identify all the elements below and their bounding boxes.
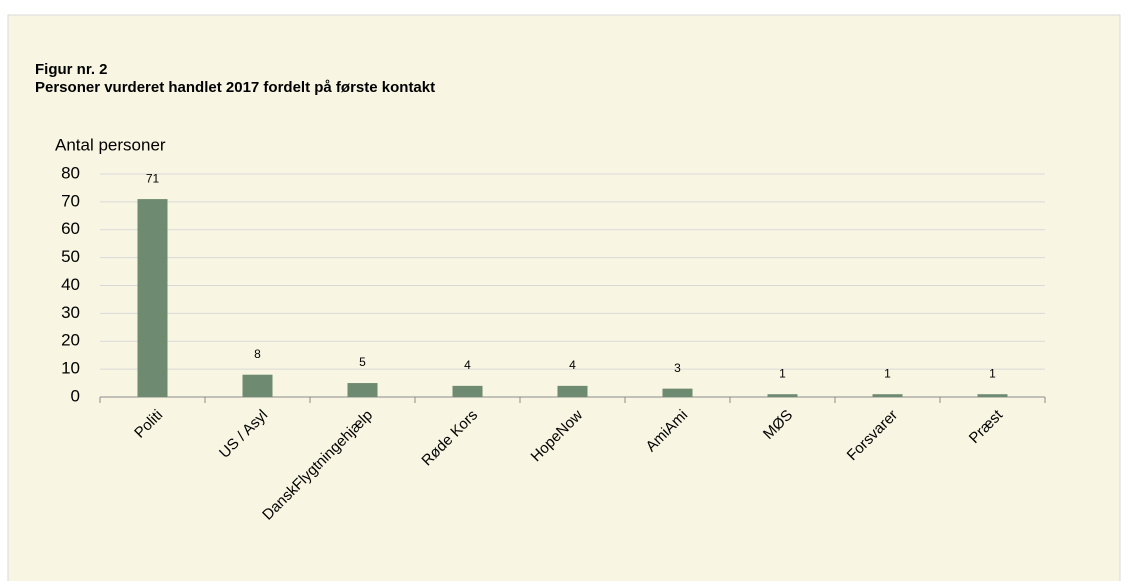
y-tick-label: 50 <box>61 247 80 266</box>
bar <box>452 385 483 397</box>
y-tick-label: 10 <box>61 359 80 378</box>
data-label: 1 <box>779 366 786 380</box>
chart-panel <box>7 14 1121 581</box>
y-tick-label: 80 <box>61 163 80 182</box>
y-tick-label: 60 <box>61 219 80 238</box>
data-label: 1 <box>884 366 891 380</box>
chart-subtitle: Personer vurderet handlet 2017 fordelt p… <box>35 79 435 96</box>
data-label: 4 <box>569 358 576 372</box>
data-label: 71 <box>146 171 160 185</box>
data-label: 3 <box>674 361 681 375</box>
data-label: 4 <box>464 358 471 372</box>
bar <box>347 383 378 397</box>
y-tick-label: 70 <box>61 191 80 210</box>
data-label: 1 <box>989 366 996 380</box>
chart-title: Figur nr. 2 <box>35 61 108 78</box>
data-label: 8 <box>254 347 261 361</box>
y-tick-label: 0 <box>71 386 80 405</box>
bar <box>977 394 1008 397</box>
bar <box>767 394 798 397</box>
y-axis-label: Antal personer <box>55 135 166 154</box>
bar <box>242 374 273 397</box>
bar <box>137 199 168 397</box>
bar <box>557 385 588 397</box>
data-label: 5 <box>359 355 366 369</box>
bar <box>872 394 903 397</box>
y-tick-label: 30 <box>61 303 80 322</box>
bar <box>662 388 693 397</box>
y-tick-label: 20 <box>61 331 80 350</box>
y-tick-label: 40 <box>61 275 80 294</box>
